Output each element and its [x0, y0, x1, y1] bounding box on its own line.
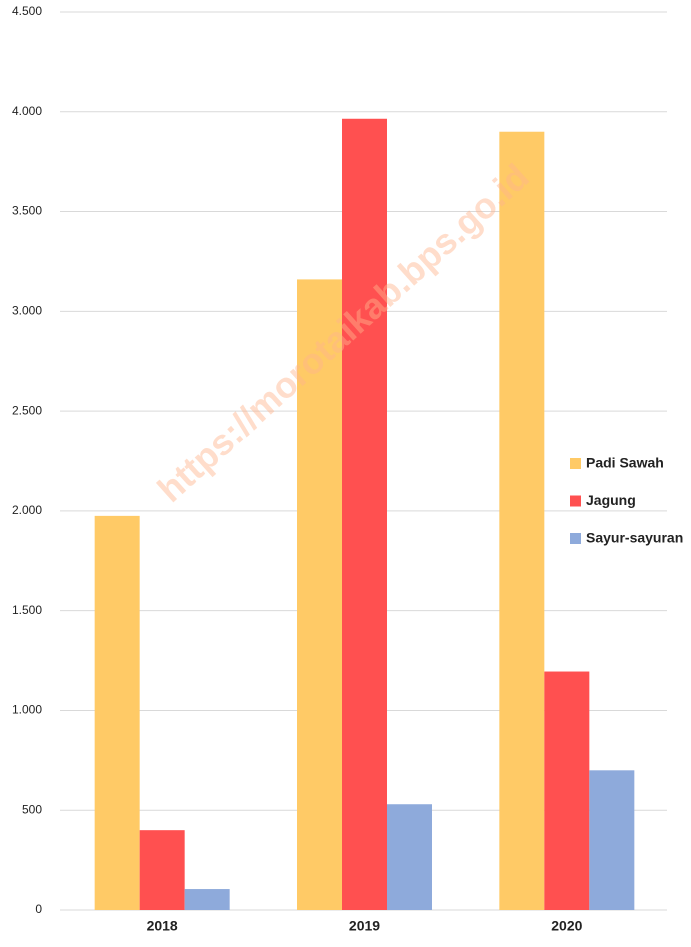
legend-label: Sayur-sayuran [586, 530, 683, 546]
x-tick-label: 2018 [147, 918, 178, 934]
x-tick-label: 2020 [551, 918, 582, 934]
bar [387, 804, 432, 910]
legend-swatch [570, 458, 581, 469]
bar [589, 770, 635, 910]
legend-swatch [570, 533, 581, 544]
y-tick-label: 3.500 [12, 204, 42, 218]
legend-label: Jagung [586, 492, 636, 508]
bar [184, 889, 230, 910]
bar [499, 131, 545, 910]
y-tick-label: 1.500 [12, 603, 42, 617]
y-tick-label: 4.500 [12, 4, 42, 18]
y-tick-label: 4.000 [12, 104, 42, 118]
y-tick-label: 500 [22, 802, 42, 816]
bar [342, 118, 387, 911]
bar [297, 279, 342, 911]
y-tick-label: 2.000 [12, 503, 42, 517]
bar [94, 515, 140, 910]
legend-label: Padi Sawah [586, 455, 664, 471]
x-tick-label: 2019 [349, 918, 380, 934]
y-tick-label: 2.500 [12, 403, 42, 417]
y-tick-label: 3.000 [12, 304, 42, 318]
bar [544, 671, 590, 910]
legend-swatch [570, 495, 581, 507]
bar [139, 830, 185, 910]
y-tick-label: 0 [35, 902, 42, 916]
y-tick-label: 1.000 [12, 703, 42, 717]
